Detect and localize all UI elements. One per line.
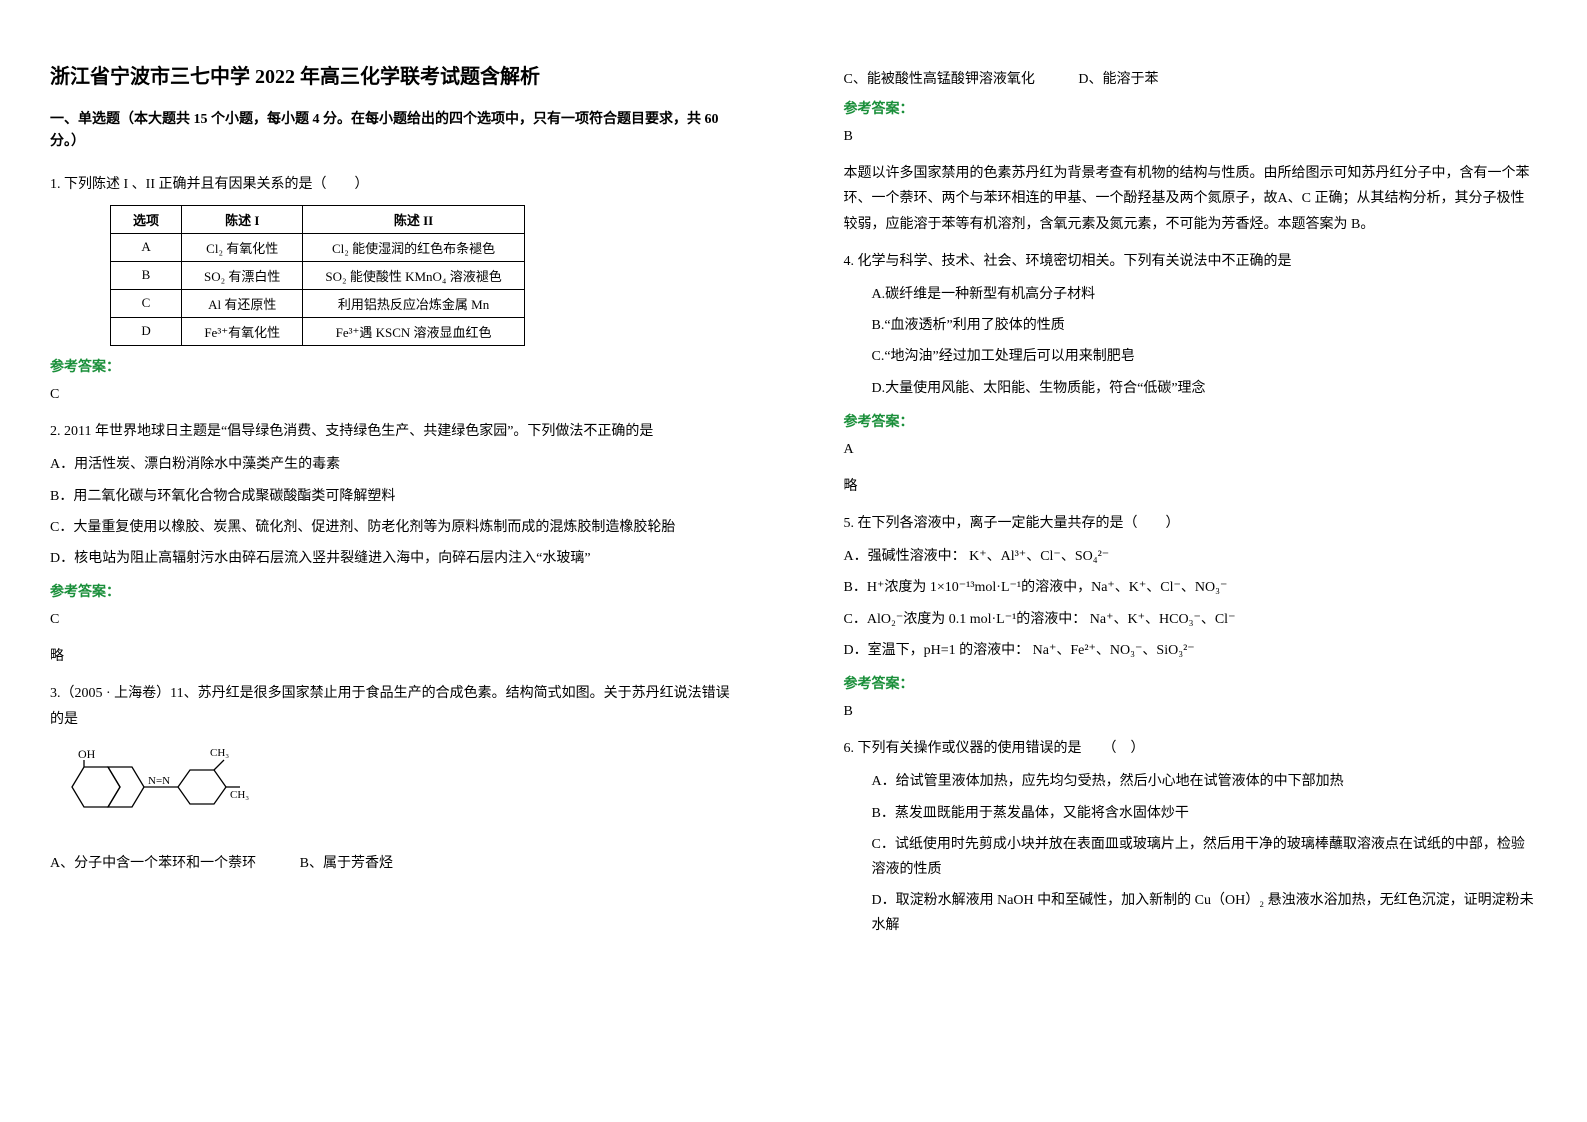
- q4-opt-a: A.碳纤维是一种新型有机高分子材料: [844, 282, 1538, 307]
- svg-text:CH₃: CH₃: [230, 789, 249, 801]
- table-row: C Al 有还原性 利用铝热反应冶炼金属 Mn: [111, 289, 525, 317]
- q1-rC-2: 利用铝热反应冶炼金属 Mn: [303, 289, 524, 317]
- q1-th-s1: 陈述 I: [182, 205, 303, 233]
- q2-opt-a: A．用活性炭、漂白粉消除水中藻类产生的毒素: [50, 452, 744, 477]
- q4-stem: 4. 化学与科学、技术、社会、环境密切相关。下列有关说法中不正确的是: [844, 249, 1538, 274]
- q3-answer: B: [844, 124, 1538, 149]
- sudan-red-structure-icon: OH N=N CH₃ CH₃: [60, 742, 744, 842]
- q3-opts-ab: A、分子中含一个苯环和一个萘环 B、属于芳香烃: [50, 852, 744, 872]
- q4-answer: A: [844, 437, 1538, 462]
- q5-answer: B: [844, 699, 1538, 724]
- q4-opt-d: D.大量使用风能、太阳能、生物质能，符合“低碳”理念: [844, 376, 1538, 401]
- section-instructions: 一、单选题（本大题共 15 个小题，每小题 4 分。在每小题给出的四个选项中，只…: [50, 109, 744, 154]
- table-row: B SO₂ 有漂白性 SO₂ 能使酸性 KMnO₄ 溶液褪色: [111, 261, 525, 289]
- page-title: 浙江省宁波市三七中学 2022 年高三化学联考试题含解析: [50, 60, 744, 89]
- q2-opt-b: B．用二氧化碳与环氧化合物合成聚碳酸酯类可降解塑料: [50, 484, 744, 509]
- q5-opt-b: B．H⁺浓度为 1×10⁻¹³mol·L⁻¹的溶液中，Na⁺、K⁺、Cl⁻、NO…: [844, 575, 1538, 600]
- q6-opt-a: A．给试管里液体加热，应先均匀受热，然后小心地在试管液体的中下部加热: [844, 769, 1538, 794]
- table-row: A Cl₂ 有氧化性 Cl₂ 能使湿润的红色布条褪色: [111, 233, 525, 261]
- q1-stem: 1. 下列陈述 I 、II 正确并且有因果关系的是（ ）: [50, 172, 744, 197]
- q1-rB-2: SO₂ 能使酸性 KMnO₄ 溶液褪色: [303, 261, 524, 289]
- answer-heading: 参考答案：: [844, 673, 1538, 693]
- q1-rA-1: Cl₂ 有氧化性: [182, 233, 303, 261]
- q1-rA-2: Cl₂ 能使湿润的红色布条褪色: [303, 233, 524, 261]
- q1-th-s2: 陈述 II: [303, 205, 524, 233]
- q2-opt-c: C．大量重复使用以橡胶、炭黑、硫化剂、促进剂、防老化剂等为原料炼制而成的混炼胶制…: [50, 515, 744, 540]
- q3-explain: 本题以许多国家禁用的色素苏丹红为背景考查有机物的结构与性质。由所给图示可知苏丹红…: [844, 161, 1538, 237]
- q1-th-opt: 选项: [111, 205, 182, 233]
- q1-table: 选项 陈述 I 陈述 II A Cl₂ 有氧化性 Cl₂ 能使湿润的红色布条褪色…: [110, 205, 525, 346]
- q2-opt-d: D．核电站为阻止高辐射污水由碎石层流入竖井裂缝进入海中，向碎石层内注入“水玻璃”: [50, 546, 744, 571]
- q3-opts-cd: C、能被酸性高锰酸钾溶液氧化 D、能溶于苯: [844, 68, 1538, 88]
- right-column: C、能被酸性高锰酸钾溶液氧化 D、能溶于苯 参考答案： B 本题以许多国家禁用的…: [794, 0, 1587, 1122]
- svg-text:OH: OH: [78, 747, 96, 761]
- q2-explain: 略: [50, 644, 744, 669]
- q6-stem: 6. 下列有关操作或仪器的使用错误的是 （ ）: [844, 736, 1538, 761]
- q5-opt-d: D．室温下，pH=1 的溶液中： Na⁺、Fe²⁺、NO₃⁻、SiO₃²⁻: [844, 638, 1538, 663]
- svg-text:CH₃: CH₃: [210, 747, 229, 759]
- q4-opt-c: C.“地沟油”经过加工处理后可以用来制肥皂: [844, 344, 1538, 369]
- q2-stem: 2. 2011 年世界地球日主题是“倡导绿色消费、支持绿色生产、共建绿色家园”。…: [50, 419, 744, 444]
- q4-opt-b: B.“血液透析”利用了胶体的性质: [844, 313, 1538, 338]
- q1-rB-0: B: [111, 261, 182, 289]
- q1-rD-0: D: [111, 317, 182, 345]
- left-column: 浙江省宁波市三七中学 2022 年高三化学联考试题含解析 一、单选题（本大题共 …: [0, 0, 794, 1122]
- q1-rD-1: Fe³⁺有氧化性: [182, 317, 303, 345]
- q1-rB-1: SO₂ 有漂白性: [182, 261, 303, 289]
- q3-stem: 3.（2005 · 上海卷）11、苏丹红是很多国家禁止用于食品生产的合成色素。结…: [50, 681, 744, 731]
- q1-rC-0: C: [111, 289, 182, 317]
- q3-opt-c: C、能被酸性高锰酸钾溶液氧化: [844, 72, 1035, 87]
- answer-heading: 参考答案：: [844, 98, 1538, 118]
- answer-heading: 参考答案：: [844, 411, 1538, 431]
- table-row: D Fe³⁺有氧化性 Fe³⁺遇 KSCN 溶液显血红色: [111, 317, 525, 345]
- q1-answer: C: [50, 382, 744, 407]
- q5-opt-c: C．AlO₂⁻浓度为 0.1 mol·L⁻¹的溶液中： Na⁺、K⁺、HCO₃⁻…: [844, 607, 1538, 632]
- q6-opt-b: B．蒸发皿既能用于蒸发晶体，又能将含水固体炒干: [844, 801, 1538, 826]
- q3-opt-b: B、属于芳香烃: [300, 856, 393, 871]
- q1-rD-2: Fe³⁺遇 KSCN 溶液显血红色: [303, 317, 524, 345]
- q6-opt-d: D．取淀粉水解液用 NaOH 中和至碱性，加入新制的 Cu（OH）₂ 悬浊液水浴…: [844, 888, 1538, 938]
- q5-stem: 5. 在下列各溶液中，离子一定能大量共存的是（ ）: [844, 511, 1538, 536]
- q2-answer: C: [50, 607, 744, 632]
- q6-opt-c: C．试纸使用时先剪成小块并放在表面皿或玻璃片上，然后用干净的玻璃棒蘸取溶液点在试…: [844, 832, 1538, 882]
- q4-explain: 略: [844, 474, 1538, 499]
- svg-text:N=N: N=N: [148, 775, 170, 787]
- q3-opt-d: D、能溶于苯: [1078, 72, 1158, 87]
- q1-rC-1: Al 有还原性: [182, 289, 303, 317]
- q3-opt-a: A、分子中含一个苯环和一个萘环: [50, 856, 256, 871]
- q5-opt-a: A．强碱性溶液中： K⁺、Al³⁺、Cl⁻、SO₄²⁻: [844, 544, 1538, 569]
- answer-heading: 参考答案：: [50, 356, 744, 376]
- q1-rA-0: A: [111, 233, 182, 261]
- answer-heading: 参考答案：: [50, 581, 744, 601]
